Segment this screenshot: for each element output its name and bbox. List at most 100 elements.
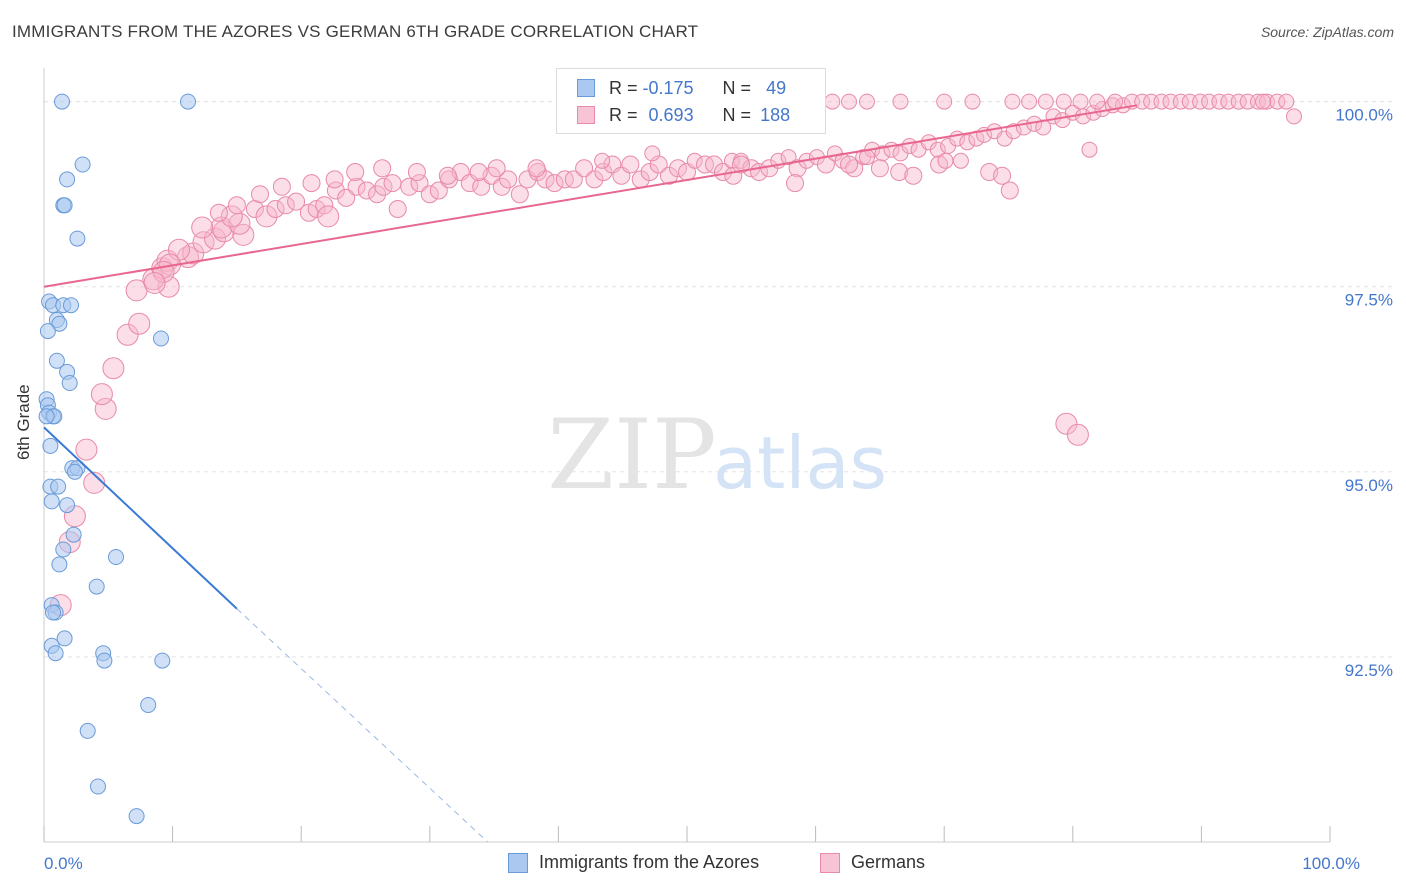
axis-layer: 92.5% 95.0% 97.5% 100.0% 0.0% 100.0%	[43, 68, 1393, 873]
germans-point	[594, 152, 611, 169]
bottom-legend-swatch-azores	[508, 852, 528, 873]
legend-row-azores: R = -0.175 N = 49	[577, 75, 786, 101]
germans-point	[487, 159, 506, 178]
grid-layer	[44, 101, 1392, 658]
azores-point	[39, 323, 56, 340]
germans-point	[90, 383, 113, 406]
azores-point	[61, 375, 78, 391]
germans-point	[904, 166, 923, 185]
germans-point	[143, 272, 166, 294]
azores-trend-extension	[236, 608, 489, 843]
germans-point	[732, 155, 750, 174]
germans-point	[191, 216, 214, 239]
azores-point	[65, 526, 82, 543]
azores-point	[153, 330, 169, 347]
germans-point	[993, 166, 1012, 185]
germans-point	[266, 200, 285, 218]
legend-r-value-germans: 0.693	[648, 104, 694, 125]
germans-point	[1192, 93, 1209, 110]
germans-point	[368, 185, 387, 204]
azores-point	[43, 493, 60, 510]
germans-point	[964, 93, 981, 110]
legend-n-label: N =	[722, 77, 752, 98]
germans-point	[890, 163, 909, 181]
bottom-legend-label-germans: Germans	[851, 852, 926, 872]
germans-point	[469, 163, 488, 181]
germans-point	[388, 200, 407, 218]
legend-row-germans: R = 0.693 N = 188	[577, 102, 790, 128]
germans-point	[255, 205, 278, 228]
germans-point	[874, 145, 891, 162]
germans-point	[859, 93, 875, 110]
bottom-legend-label-azores: Immigrants from the Azores	[539, 852, 760, 872]
azores-point	[140, 697, 157, 713]
germans-point	[1055, 93, 1072, 110]
trend-layer	[43, 104, 1138, 843]
germans-point	[102, 357, 125, 380]
germans-point	[786, 174, 804, 193]
germans-point	[1134, 93, 1151, 110]
germans-point	[669, 159, 687, 178]
azores-trend-line	[43, 426, 238, 610]
watermark: ZIP atlas	[547, 399, 887, 511]
bottom-legend-swatch-germans	[820, 852, 840, 873]
germans-point	[1037, 93, 1054, 110]
azores-point	[56, 630, 73, 647]
germans-point	[892, 93, 909, 110]
germans-trend-line	[43, 104, 1138, 288]
germans-point	[325, 170, 344, 189]
germans-point	[400, 177, 419, 196]
germans-point	[1278, 93, 1295, 110]
legend-n-value-azores: 49	[766, 77, 787, 98]
azores-point	[59, 171, 76, 188]
germans-point	[1211, 93, 1228, 110]
germans-point	[780, 149, 797, 166]
azores-point	[45, 604, 61, 621]
germans-point	[83, 471, 106, 494]
germans-point	[1021, 93, 1038, 110]
legend-r-label: R =	[609, 77, 638, 98]
y-tick-label: 100.0%	[1335, 106, 1393, 125]
azores-point	[180, 93, 196, 110]
germans-point	[1005, 123, 1022, 140]
legend-r-label: R =	[609, 104, 638, 125]
legend-r-value-azores: -0.175	[642, 77, 694, 98]
germans-point	[724, 152, 740, 169]
germans-point	[929, 141, 946, 158]
bottom-legend-azores: Immigrants from the Azores	[508, 852, 759, 873]
germans-point	[1230, 93, 1247, 110]
azores-point	[59, 497, 76, 514]
azores-point	[74, 156, 91, 173]
germans-point	[410, 174, 429, 193]
germans-point	[276, 196, 295, 215]
germans-point	[705, 155, 723, 174]
germans-point	[472, 177, 491, 196]
y-tick-label: 92.5%	[1345, 661, 1393, 680]
azores-point	[79, 722, 96, 739]
bottom-legend-germans: Germans	[820, 852, 925, 873]
germans-point	[575, 159, 594, 178]
germans-point	[204, 227, 226, 250]
azores-point	[54, 93, 70, 110]
germans-point	[287, 192, 306, 211]
azores-point	[48, 352, 65, 369]
germans-point	[420, 185, 439, 204]
y-tick-label: 97.5%	[1345, 291, 1393, 310]
germans-point	[272, 177, 291, 196]
azores-point	[42, 437, 59, 454]
azores-point	[108, 549, 124, 565]
germans-point	[94, 397, 117, 420]
azores-point	[96, 652, 113, 669]
germans-point	[1072, 93, 1089, 110]
azores-point	[69, 230, 86, 247]
legend-n-value-germans: 188	[760, 104, 791, 125]
watermark-atlas: atlas	[713, 421, 887, 505]
azores-point	[56, 197, 73, 214]
germans-point	[959, 134, 976, 151]
azores-point	[51, 315, 68, 332]
germans-point	[621, 155, 640, 174]
azores-point	[128, 808, 145, 825]
germans-point	[1081, 141, 1098, 158]
germans-point	[1153, 93, 1170, 110]
